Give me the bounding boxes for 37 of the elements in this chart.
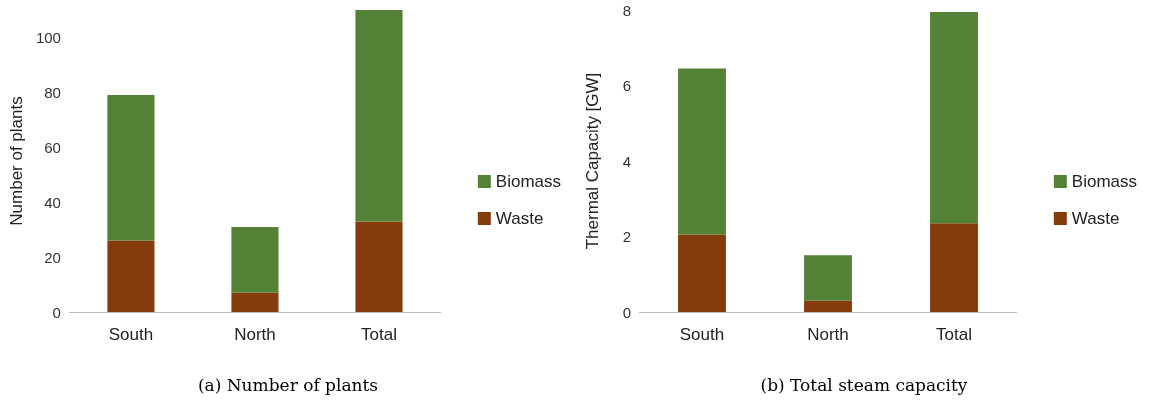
legend-label: Waste: [495, 209, 544, 228]
y-tick-label: 20: [44, 248, 61, 266]
bar: [107, 95, 155, 241]
bar: [930, 11, 978, 224]
text: (b) Total steam capacity: [760, 374, 968, 395]
bar: [678, 68, 726, 235]
bar: [678, 234, 726, 312]
y-tick-label: 60: [44, 138, 61, 156]
y-tick-label: 2: [622, 228, 631, 245]
x-tick-label: North: [234, 325, 276, 344]
y-tick-label: 8: [622, 1, 631, 19]
y-tick-label: 40: [44, 193, 61, 211]
bar: [930, 223, 978, 312]
bar: [355, 10, 403, 222]
y-tick-label: 6: [622, 77, 631, 94]
bar: [107, 240, 155, 312]
x-tick-label: North: [807, 325, 849, 344]
bar: [804, 300, 852, 312]
bar: [804, 255, 852, 301]
y-tick-label: 4: [622, 152, 631, 170]
legend-label: Biomass: [1071, 172, 1137, 191]
legend-label: Biomass: [495, 172, 561, 191]
y-tick-label: 80: [44, 83, 61, 101]
y-tick-label: 100: [35, 28, 61, 46]
y-tick-label: 0: [52, 303, 61, 321]
y-tick-label: 0: [622, 303, 631, 321]
x-tick-label: South: [679, 325, 725, 344]
legend-label: Waste: [1071, 209, 1120, 228]
bar: [355, 221, 403, 312]
x-tick-label: Total: [361, 325, 397, 344]
y-axis-title: Thermal Capacity [GW]: [583, 72, 602, 250]
bar: [231, 292, 279, 312]
x-tick-label: Total: [936, 325, 972, 344]
y-axis-title: Number of plants: [7, 96, 26, 226]
text: (a) Number of plants: [197, 374, 379, 395]
x-tick-label: South: [108, 325, 154, 344]
bar: [231, 226, 279, 293]
